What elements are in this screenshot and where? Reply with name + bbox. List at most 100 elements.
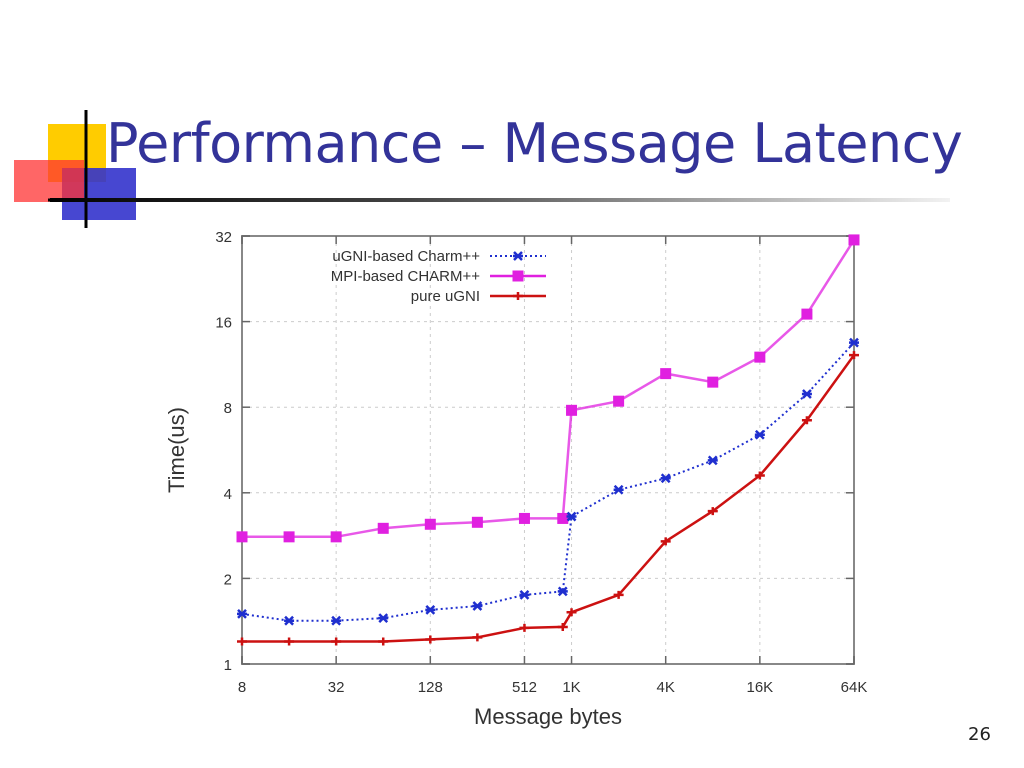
title-underline bbox=[50, 198, 950, 202]
square-marker bbox=[471, 516, 483, 528]
square-marker bbox=[377, 522, 389, 534]
data-point bbox=[557, 586, 568, 597]
data-point bbox=[378, 637, 389, 646]
data-point bbox=[613, 484, 624, 495]
data-point bbox=[613, 395, 625, 407]
plus-marker bbox=[237, 637, 247, 646]
data-point bbox=[519, 590, 530, 600]
cross-marker bbox=[472, 601, 483, 611]
data-point bbox=[566, 511, 577, 522]
data-point bbox=[754, 351, 766, 363]
data-point bbox=[237, 609, 247, 619]
x-tick-label: 64K bbox=[841, 679, 868, 696]
cross-marker bbox=[519, 590, 530, 600]
y-tick-label: 1 bbox=[224, 657, 232, 674]
data-point bbox=[425, 635, 436, 644]
y-tick-label: 2 bbox=[224, 571, 232, 588]
data-point bbox=[754, 471, 765, 480]
plus-marker bbox=[566, 608, 577, 617]
cross-marker bbox=[660, 473, 671, 484]
plus-marker bbox=[513, 292, 523, 300]
cross-marker bbox=[284, 615, 295, 626]
cross-marker bbox=[754, 429, 765, 440]
plus-marker bbox=[660, 537, 671, 546]
data-point bbox=[557, 622, 568, 631]
data-point bbox=[566, 608, 577, 617]
cross-marker bbox=[566, 511, 577, 522]
square-marker bbox=[518, 512, 530, 524]
data-point bbox=[284, 615, 295, 626]
data-point bbox=[801, 389, 812, 399]
plus-marker bbox=[378, 637, 389, 646]
square-marker bbox=[512, 270, 524, 282]
square-marker bbox=[236, 531, 248, 543]
data-point bbox=[707, 455, 718, 466]
square-marker bbox=[848, 234, 860, 246]
logo-red-square bbox=[14, 160, 84, 202]
y-tick-label: 32 bbox=[215, 229, 232, 246]
y-tick-label: 16 bbox=[215, 315, 232, 332]
data-point bbox=[237, 637, 247, 646]
cross-marker bbox=[513, 251, 523, 261]
plus-marker bbox=[849, 351, 859, 360]
cross-marker bbox=[613, 484, 624, 495]
plus-marker bbox=[519, 623, 530, 632]
square-marker bbox=[613, 395, 625, 407]
cross-marker bbox=[801, 389, 812, 399]
page-number: 26 bbox=[968, 724, 991, 745]
x-tick-label: 32 bbox=[328, 679, 345, 696]
data-point bbox=[557, 512, 569, 524]
data-point bbox=[472, 633, 483, 642]
data-point bbox=[518, 512, 530, 524]
cross-marker bbox=[557, 586, 568, 597]
series-line bbox=[241, 341, 855, 622]
data-point bbox=[660, 537, 671, 546]
square-marker bbox=[660, 368, 672, 380]
square-marker bbox=[707, 376, 719, 388]
data-point bbox=[849, 351, 859, 360]
data-point bbox=[513, 292, 523, 300]
cross-marker bbox=[237, 609, 247, 619]
plus-marker bbox=[754, 471, 765, 480]
data-point bbox=[519, 623, 530, 632]
data-point bbox=[284, 637, 295, 646]
x-tick-label: 1K bbox=[562, 679, 580, 696]
x-tick-label: 8 bbox=[238, 679, 246, 696]
y-axis-label: Time(us) bbox=[164, 407, 189, 493]
data-point bbox=[754, 429, 765, 440]
data-point bbox=[660, 473, 671, 484]
x-axis-label: Message bytes bbox=[474, 704, 622, 729]
cross-marker bbox=[331, 615, 342, 626]
plus-marker bbox=[801, 416, 812, 425]
legend-label: uGNI-based Charm++ bbox=[332, 248, 480, 265]
x-tick-label: 512 bbox=[512, 679, 537, 696]
data-point bbox=[848, 234, 860, 246]
plus-marker bbox=[707, 507, 718, 516]
square-marker bbox=[566, 404, 578, 416]
cross-marker bbox=[849, 337, 859, 348]
plus-marker bbox=[613, 590, 624, 599]
y-tick-label: 8 bbox=[224, 400, 232, 417]
data-point bbox=[377, 522, 389, 534]
data-point bbox=[849, 337, 859, 348]
plus-marker bbox=[284, 637, 295, 646]
data-point bbox=[472, 601, 483, 611]
data-point bbox=[801, 416, 812, 425]
data-point bbox=[707, 507, 718, 516]
square-marker bbox=[801, 308, 813, 320]
data-point bbox=[513, 251, 523, 261]
plus-marker bbox=[472, 633, 483, 642]
data-point bbox=[613, 590, 624, 599]
data-point bbox=[707, 376, 719, 388]
data-point bbox=[331, 615, 342, 626]
data-point bbox=[471, 516, 483, 528]
slide-title: Performance – Message Latency bbox=[106, 112, 963, 175]
data-point bbox=[424, 518, 436, 530]
data-point bbox=[236, 531, 248, 543]
legend-label: MPI-based CHARM++ bbox=[331, 268, 480, 285]
cross-marker bbox=[707, 455, 718, 466]
x-tick-label: 128 bbox=[418, 679, 443, 696]
data-point bbox=[283, 531, 295, 543]
square-marker bbox=[424, 518, 436, 530]
data-point bbox=[660, 368, 672, 380]
